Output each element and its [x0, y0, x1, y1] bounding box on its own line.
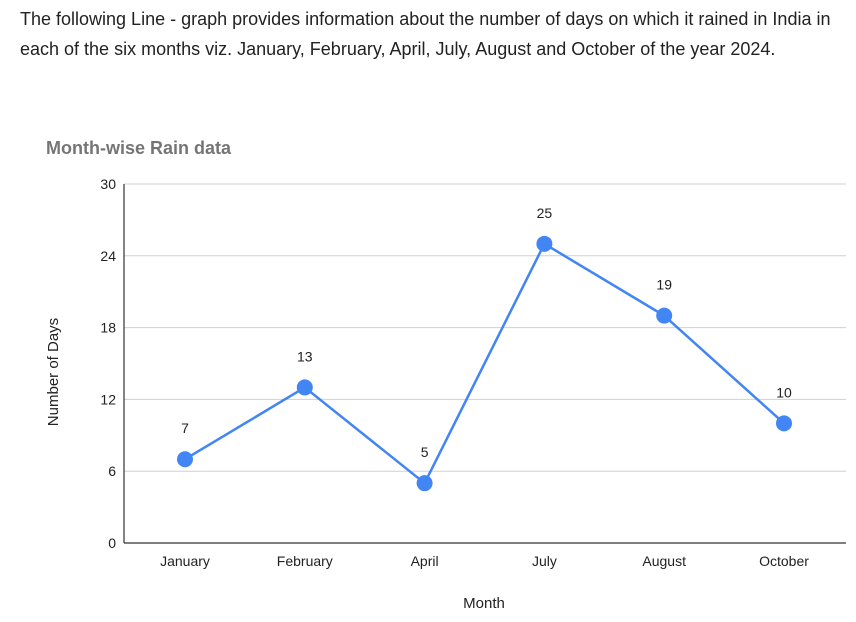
- y-tick-label: 18: [100, 320, 116, 336]
- x-tick-label: October: [759, 553, 809, 569]
- x-tick-label: August: [642, 553, 686, 569]
- series-group: [177, 235, 792, 492]
- y-tick-label: 0: [108, 535, 116, 551]
- chart-title: Month-wise Rain data: [46, 138, 232, 158]
- series-line: [184, 242, 785, 485]
- gridlines: [123, 183, 846, 544]
- x-tick-label: April: [411, 553, 439, 569]
- data-point: [776, 415, 792, 432]
- data-label: 10: [776, 384, 792, 400]
- x-tick-label: July: [532, 553, 557, 569]
- data-label: 25: [537, 205, 553, 221]
- data-label: 13: [297, 348, 313, 364]
- intro-paragraph: The following Line - graph provides info…: [20, 9, 831, 59]
- data-labels: 7 13 5 25 19 10: [181, 205, 792, 460]
- x-tick-label: February: [277, 553, 333, 569]
- x-tick-label: January: [160, 553, 210, 569]
- data-point: [536, 235, 553, 252]
- data-point: [416, 475, 433, 492]
- data-label: 19: [656, 277, 672, 293]
- y-tick-label: 6: [108, 463, 116, 479]
- y-tick-label: 30: [100, 176, 116, 192]
- x-axis-title: Month: [463, 595, 505, 612]
- y-axis-ticks: 0 6 12 18 24 30: [100, 176, 116, 551]
- x-axis-ticks: January February April July August October: [160, 553, 809, 569]
- data-label: 5: [421, 444, 429, 460]
- y-axis-title: Number of Days: [45, 318, 62, 426]
- data-point: [177, 451, 193, 468]
- y-tick-label: 12: [100, 391, 116, 407]
- data-point: [296, 379, 313, 396]
- y-tick-label: 24: [100, 248, 116, 264]
- data-label: 7: [181, 420, 189, 436]
- data-point: [656, 307, 673, 324]
